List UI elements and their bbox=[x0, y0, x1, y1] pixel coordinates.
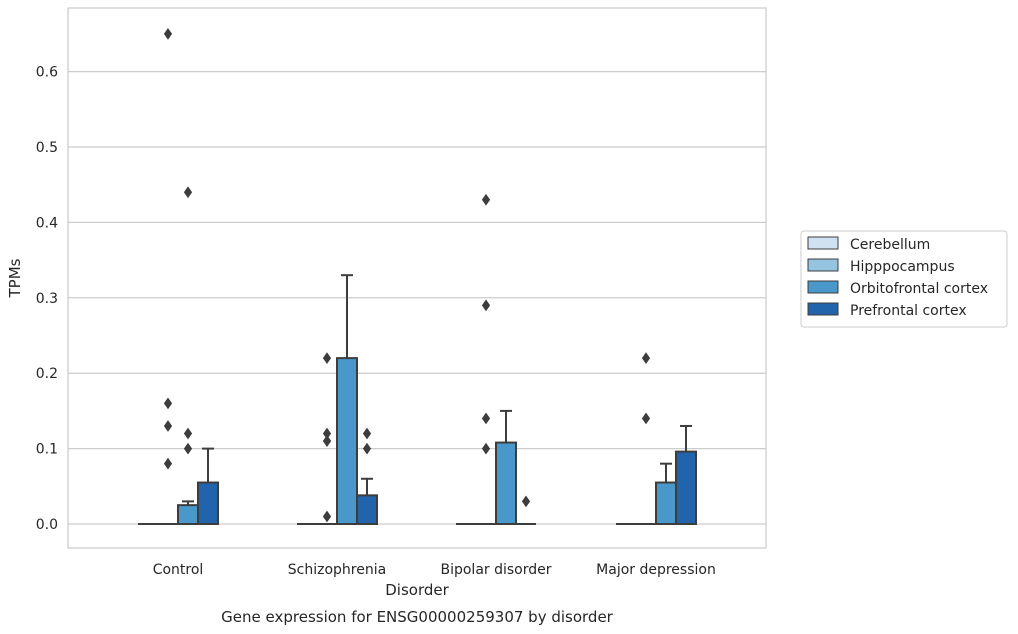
outlier-point bbox=[163, 420, 173, 432]
outlier-point bbox=[322, 352, 332, 364]
bar bbox=[197, 481, 219, 525]
bar bbox=[495, 441, 517, 525]
chart-caption: Gene expression for ENSG00000259307 by d… bbox=[221, 608, 614, 626]
x-tick-labels: Control Schizophrenia Bipolar disorder Majo… bbox=[153, 562, 716, 578]
outlier-point bbox=[641, 412, 651, 425]
legend-swatch bbox=[807, 236, 839, 250]
legend-swatch bbox=[807, 302, 839, 316]
outlier-point bbox=[163, 397, 173, 410]
bar bbox=[336, 357, 358, 525]
y-tick-label: 0.4 bbox=[36, 215, 58, 231]
bar bbox=[177, 504, 199, 525]
x-axis-title: Disorder bbox=[385, 581, 449, 599]
y-tick-label: 0.2 bbox=[36, 366, 58, 382]
outlier-point bbox=[362, 427, 372, 440]
gridlines bbox=[68, 70, 766, 525]
outlier-point bbox=[481, 412, 491, 425]
legend-label: Orbitofrontal cortex bbox=[850, 281, 988, 297]
outlier-points bbox=[163, 28, 651, 523]
outlier-point bbox=[322, 435, 332, 447]
bars bbox=[138, 357, 697, 525]
outlier-point bbox=[481, 442, 491, 455]
x-tick-label: Control bbox=[153, 562, 204, 578]
outlier-point bbox=[521, 495, 531, 508]
x-tick-label: Major depression bbox=[596, 562, 716, 578]
outlier-point bbox=[322, 427, 332, 440]
outlier-point bbox=[163, 28, 173, 40]
outlier-point bbox=[183, 186, 193, 199]
y-tick-labels: 0.0 0.1 0.2 0.3 0.4 0.5 0.6 bbox=[36, 65, 58, 533]
y-tick-label: 0.0 bbox=[36, 517, 58, 533]
x-tick-label: Bipolar disorder bbox=[440, 562, 551, 578]
bar bbox=[655, 481, 677, 525]
y-axis-title: TPMs bbox=[6, 258, 24, 298]
plot-frame bbox=[67, 7, 767, 549]
legend-label: Cerebellum bbox=[850, 237, 930, 253]
x-tick-label: Schizophrenia bbox=[288, 562, 386, 578]
outlier-point bbox=[362, 442, 372, 455]
legend-label: Prefrontal cortex bbox=[850, 303, 967, 319]
outlier-point bbox=[322, 510, 332, 523]
error-bars bbox=[182, 274, 692, 506]
y-tick-label: 0.1 bbox=[36, 442, 58, 458]
legend-swatch bbox=[807, 280, 839, 294]
outlier-point bbox=[481, 299, 491, 312]
legend-frame bbox=[800, 230, 1008, 328]
y-tick-label: 0.6 bbox=[36, 65, 58, 81]
outlier-point bbox=[481, 193, 491, 206]
bar bbox=[675, 450, 697, 525]
outlier-point bbox=[183, 427, 193, 440]
y-tick-label: 0.3 bbox=[36, 291, 58, 307]
legend-swatch bbox=[807, 258, 839, 272]
outlier-point bbox=[183, 442, 193, 455]
y-tick-label: 0.5 bbox=[36, 140, 58, 156]
outlier-point bbox=[163, 457, 173, 470]
legend-label: Hipppocampus bbox=[850, 259, 955, 275]
outlier-point bbox=[641, 352, 651, 364]
legend: Cerebellum Hipppocampus Orbitofrontal cort… bbox=[800, 230, 1008, 328]
bar bbox=[356, 494, 378, 525]
